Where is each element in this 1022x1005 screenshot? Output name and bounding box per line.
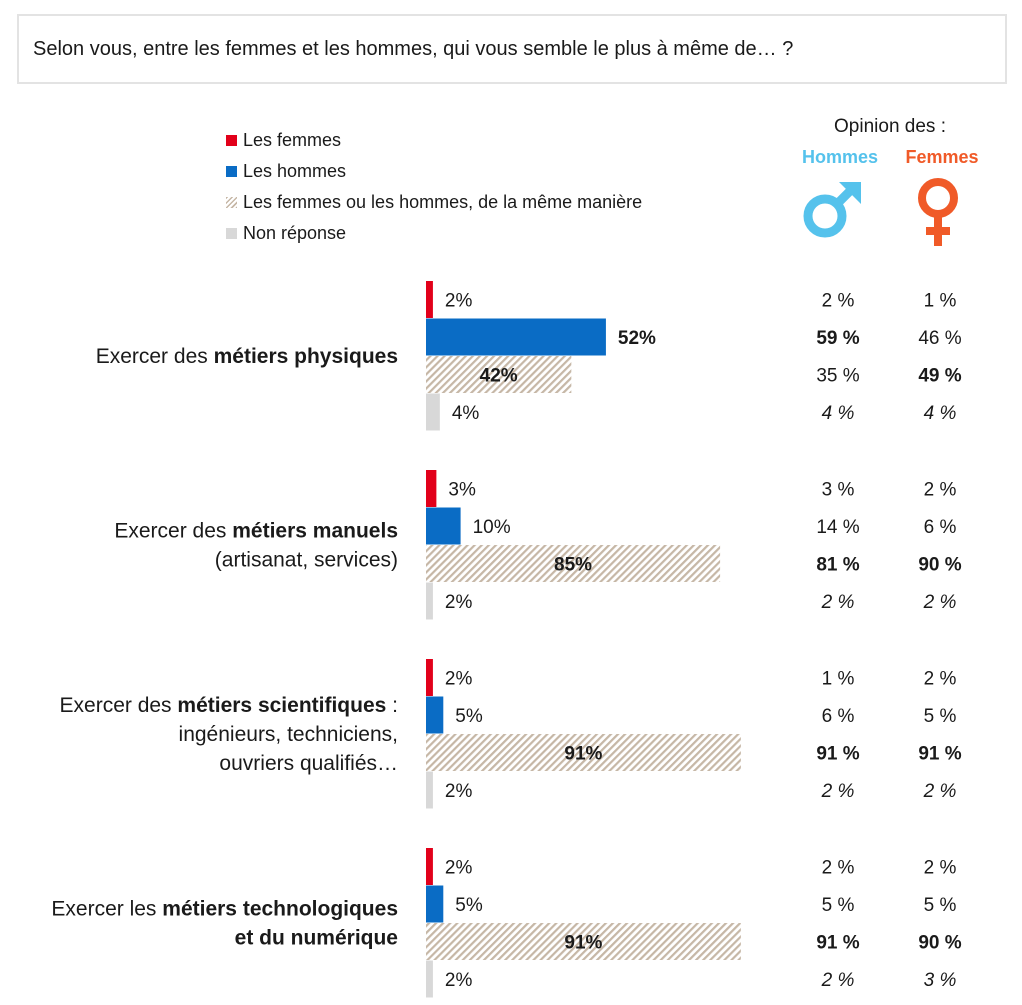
bar-same: [426, 545, 721, 582]
bar-value-label: 85%: [554, 555, 592, 576]
bar-value-label: 5%: [455, 706, 483, 727]
opinion-hommes-value: 5 %: [822, 895, 855, 916]
opinion-hommes-value: 14 %: [816, 517, 859, 538]
bar-value-label: 2%: [445, 592, 473, 613]
legend-label: Non réponse: [243, 223, 347, 243]
opinion-femmes-value: 2 %: [924, 669, 957, 690]
opinion-hommes-value: 1 %: [822, 669, 855, 690]
bar-value-label: 4%: [452, 403, 480, 424]
bar-value-label: 2%: [445, 781, 473, 802]
opinion-femmes-value: 5 %: [924, 706, 957, 727]
bar-value-label: 5%: [455, 895, 483, 916]
column-head-femmes: Femmes: [905, 147, 979, 167]
category-label: Exercer des métiers physiques: [96, 345, 398, 368]
opinion-femmes-value: 49 %: [918, 366, 961, 387]
bar-hommes: [426, 696, 444, 734]
opinion-femmes-value: 90 %: [918, 555, 961, 576]
bar-value-label: 2%: [445, 970, 473, 991]
opinion-hommes-value: 2 %: [821, 781, 855, 802]
bar-femmes: [426, 281, 433, 318]
opinion-femmes-value: 3 %: [924, 970, 957, 991]
bar-value-label: 10%: [473, 517, 511, 538]
opinion-hommes-value: 59 %: [816, 328, 859, 349]
opinion-femmes-value: 2 %: [924, 858, 957, 879]
male-symbol-icon: [803, 182, 861, 238]
bar-hommes: [426, 885, 444, 923]
category-label: et du numérique: [235, 927, 398, 950]
opinion-title: Opinion des :: [834, 116, 946, 137]
category-label: Exercer des métiers scientifiques :: [60, 694, 398, 717]
opinion-hommes-value: 2 %: [822, 858, 855, 879]
opinion-femmes-value: 1 %: [924, 291, 957, 312]
legend-swatch-same: [226, 197, 237, 208]
bar-value-label: 91%: [564, 933, 602, 954]
bar-femmes: [426, 659, 433, 696]
bar-same: [426, 734, 741, 771]
legend-item-hommes: Les hommes: [226, 156, 642, 187]
bar-nr: [426, 582, 433, 620]
legend-label: Les femmes: [243, 130, 342, 150]
bar-value-label: 3%: [448, 480, 476, 501]
legend-swatch-nr: [226, 228, 237, 239]
bar-value-label: 2%: [445, 291, 473, 312]
question-text: Selon vous, entre les femmes et les homm…: [33, 37, 794, 60]
column-head-hommes: Hommes: [801, 147, 879, 167]
legend-swatch-hommes: [226, 166, 237, 177]
opinion-hommes-value: 3 %: [822, 480, 855, 501]
opinion-hommes-value: 2 %: [822, 291, 855, 312]
bar-value-label: 2%: [445, 858, 473, 879]
bar-nr: [426, 771, 433, 809]
opinion-femmes-value: 5 %: [924, 895, 957, 916]
opinion-femmes-value: 2 %: [923, 781, 957, 802]
bar-nr: [426, 960, 433, 998]
legend: Les femmes Les hommes Les femmes ou les …: [226, 125, 642, 249]
female-symbol-icon: [918, 178, 958, 246]
opinion-femmes-value: 91 %: [918, 744, 961, 765]
opinion-femmes-value: 4 %: [924, 403, 957, 424]
bar-nr: [426, 393, 440, 431]
category-label: Exercer des métiers manuels: [114, 520, 398, 543]
bar-hommes: [426, 318, 606, 356]
legend-label: Les hommes: [243, 161, 347, 181]
opinion-femmes-value: 2 %: [924, 480, 957, 501]
bar-hommes: [426, 507, 461, 545]
legend-item-same: Les femmes ou les hommes, de la même man…: [226, 187, 642, 218]
question-box: Selon vous, entre les femmes et les homm…: [17, 14, 1007, 84]
opinion-hommes-value: 4 %: [822, 403, 855, 424]
legend-item-nr: Non réponse: [226, 218, 642, 249]
opinion-hommes-value: 6 %: [822, 706, 855, 727]
opinion-femmes-value: 90 %: [918, 933, 961, 954]
legend-label: Les femmes ou les hommes, de la même man…: [243, 192, 643, 212]
category-label: (artisanat, services): [215, 549, 398, 572]
bar-same: [426, 923, 741, 960]
category-label: ouvriers qualifiés…: [219, 752, 398, 775]
bar-value-label: 52%: [618, 328, 656, 349]
legend-swatch-femmes: [226, 135, 237, 146]
legend-item-femmes: Les femmes: [226, 125, 642, 156]
opinion-femmes-value: 46 %: [918, 328, 961, 349]
opinion-hommes-value: 2 %: [821, 970, 855, 991]
bar-same: [426, 356, 572, 393]
bar-value-label: 42%: [480, 366, 518, 387]
bar-value-label: 2%: [445, 669, 473, 690]
opinion-hommes-value: 91 %: [816, 933, 859, 954]
bar-value-label: 91%: [564, 744, 602, 765]
opinion-hommes-value: 35 %: [816, 366, 859, 387]
category-label: Exercer les métiers technologiques: [51, 898, 398, 921]
opinion-hommes-value: 91 %: [816, 744, 859, 765]
opinion-femmes-value: 6 %: [924, 517, 957, 538]
bar-femmes: [426, 470, 437, 507]
bar-femmes: [426, 848, 433, 885]
opinion-hommes-value: 81 %: [816, 555, 859, 576]
opinion-hommes-value: 2 %: [821, 592, 855, 613]
category-label: ingénieurs, techniciens,: [179, 723, 398, 746]
opinion-femmes-value: 2 %: [923, 592, 957, 613]
